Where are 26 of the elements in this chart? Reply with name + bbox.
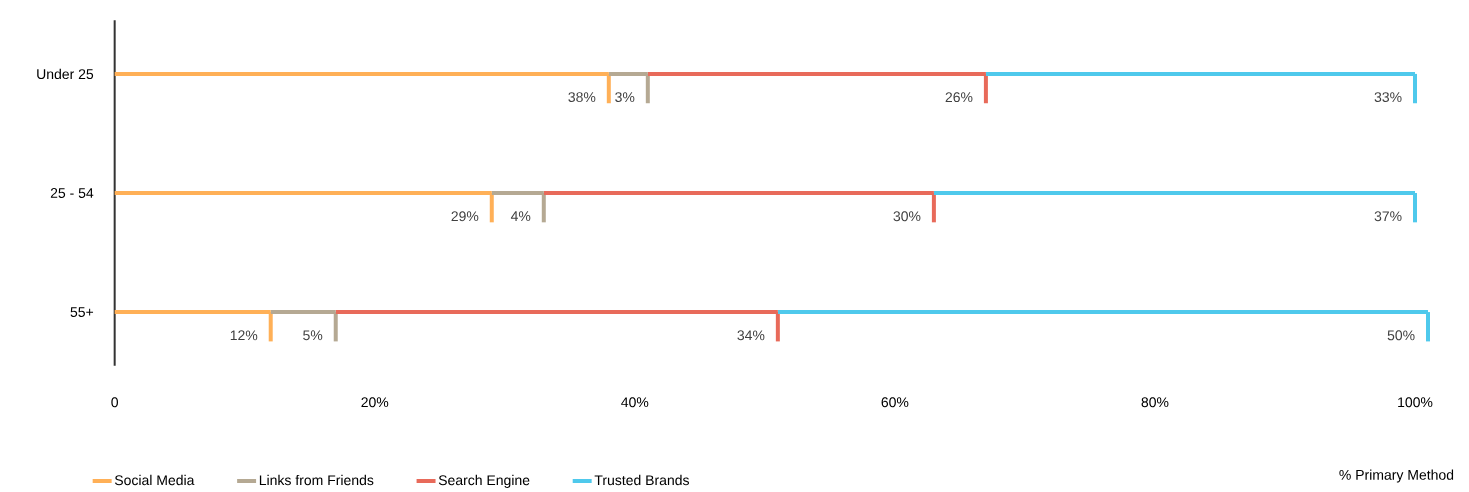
y-tick-label: 55+ [70,306,94,317]
data-label: 50% [1387,330,1415,341]
data-label: 4% [510,211,531,221]
data-label: 5% [303,330,323,340]
x-tick-label: 80% [1141,397,1169,407]
x-axis-title: % Primary Method [1339,469,1454,483]
data-label: 38% [568,91,596,102]
y-tick-label: Under 25 [37,68,94,79]
y-tick-label: 25 - 54 [50,187,94,198]
legend-label: Links from Friends [259,474,374,485]
x-tick-label: 0 [111,397,119,407]
data-label: 29% [451,211,479,221]
data-label: 26% [945,91,973,102]
data-label: 37% [1374,211,1402,221]
legend-label: Trusted Brands [594,474,689,485]
data-label: 3% [615,91,635,102]
legend-label: Search Engine [438,474,530,488]
data-label: 33% [1374,91,1402,102]
x-tick-label: 40% [621,397,649,407]
x-tick-label: 20% [361,397,389,407]
x-tick-label: 100% [1398,397,1433,407]
data-label: 30% [893,211,921,221]
x-tick-label: 60% [881,397,909,407]
data-label: 34% [737,330,765,341]
data-label: 12% [230,330,258,340]
legend-label: Social Media [114,474,195,485]
